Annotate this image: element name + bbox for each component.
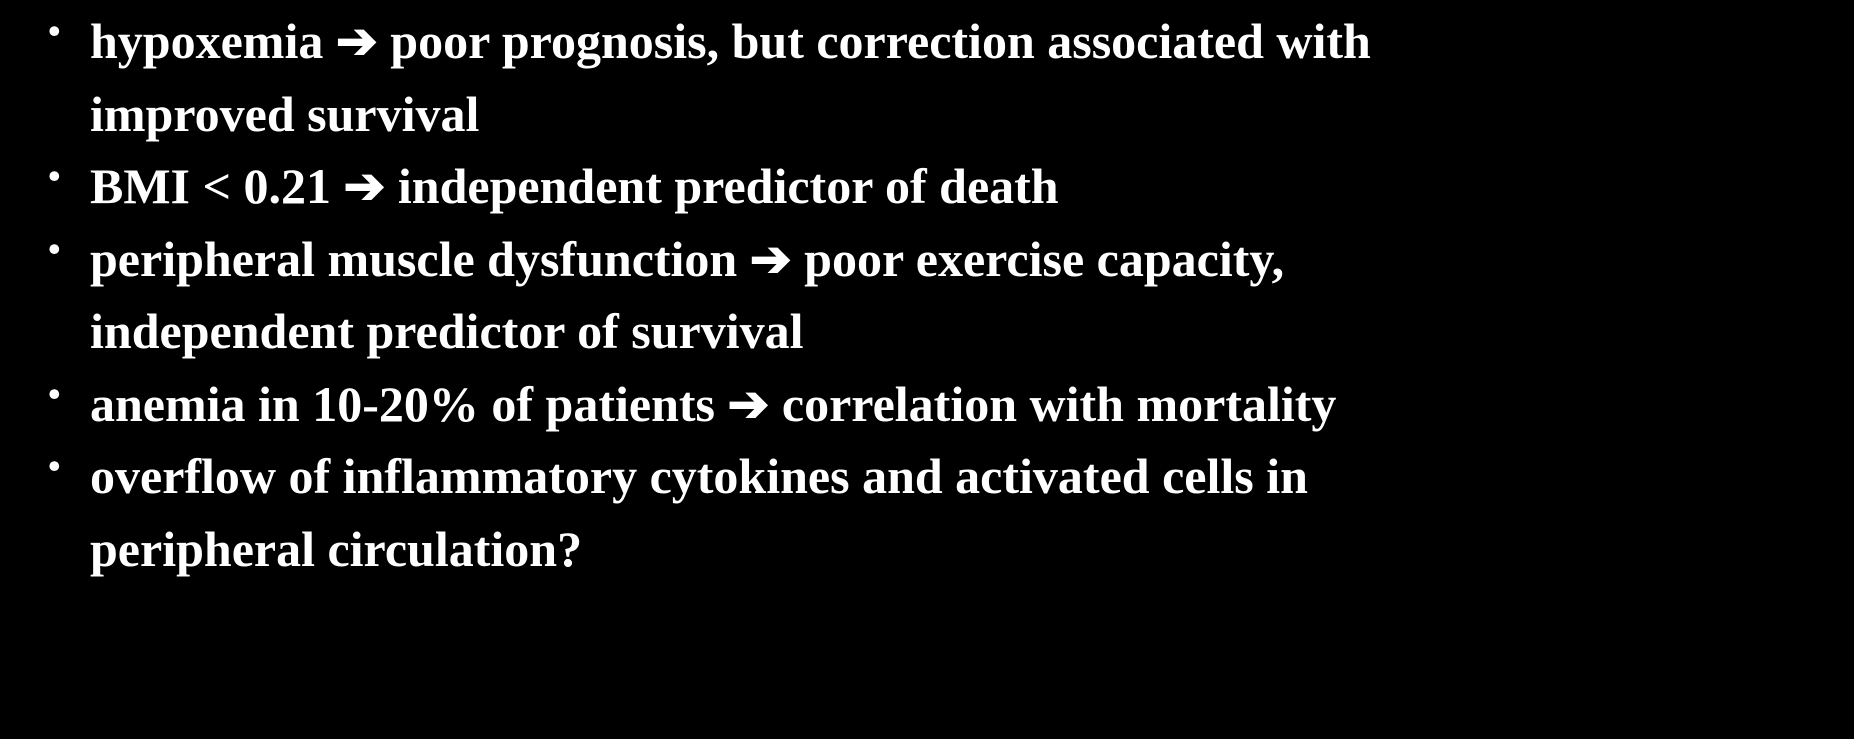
bullet-item: overflow of inflammatory cytokines and a…: [40, 440, 1814, 585]
arrow-icon: ➔: [750, 231, 792, 287]
bullet-continuation: peripheral circulation?: [90, 513, 1814, 586]
bullet-item: hypoxemia ➔ poor prognosis, but correcti…: [40, 5, 1814, 150]
bullet-text-before: BMI < 0.21: [90, 158, 344, 214]
bullet-continuation: independent predictor of survival: [90, 295, 1814, 368]
bullet-text-after: independent predictor of death: [385, 158, 1058, 214]
bullet-item: anemia in 10-20% of patients ➔ correlati…: [40, 368, 1814, 441]
bullet-list: hypoxemia ➔ poor prognosis, but correcti…: [40, 5, 1814, 585]
arrow-icon: ➔: [336, 13, 378, 69]
bullet-text-before: overflow of inflammatory cytokines and a…: [90, 448, 1308, 504]
bullet-item: peripheral muscle dysfunction ➔ poor exe…: [40, 223, 1814, 368]
bullet-text-after: poor prognosis, but correction associate…: [378, 13, 1371, 69]
arrow-icon: ➔: [344, 158, 386, 214]
arrow-icon: ➔: [728, 376, 770, 432]
bullet-text-after: correlation with mortality: [769, 376, 1336, 432]
bullet-text-before: hypoxemia: [90, 13, 336, 69]
bullet-text-after: poor exercise capacity,: [792, 231, 1284, 287]
bullet-text-before: anemia in 10-20% of patients: [90, 376, 728, 432]
bullet-item: BMI < 0.21 ➔ independent predictor of de…: [40, 150, 1814, 223]
bullet-continuation: improved survival: [90, 78, 1814, 151]
bullet-text-before: peripheral muscle dysfunction: [90, 231, 750, 287]
